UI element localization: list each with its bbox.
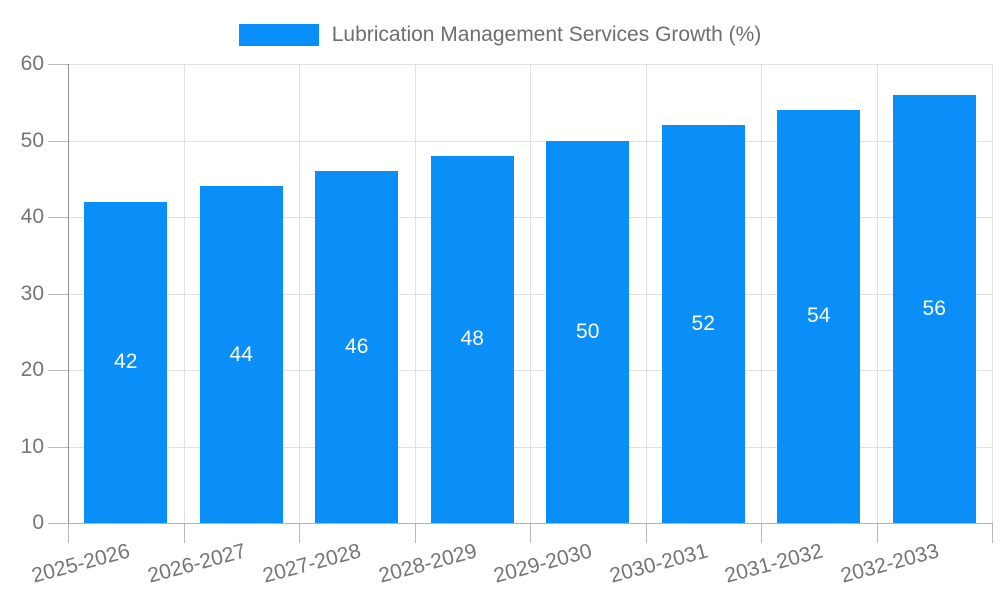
bar[interactable]: 56 bbox=[892, 94, 976, 523]
y-axis-tick-label: 40 bbox=[20, 205, 44, 228]
bar[interactable]: 46 bbox=[315, 171, 399, 523]
bar-value-label: 48 bbox=[460, 327, 484, 351]
x-axis-tick bbox=[183, 524, 185, 543]
bar-value-label: 44 bbox=[229, 342, 253, 366]
bar[interactable]: 42 bbox=[84, 201, 168, 523]
y-axis-tick bbox=[48, 293, 68, 295]
bar[interactable]: 48 bbox=[430, 155, 514, 523]
bar-value-label: 46 bbox=[345, 335, 369, 359]
y-axis-tick bbox=[48, 217, 68, 218]
vertical-gridline bbox=[299, 64, 300, 523]
y-axis-tick bbox=[48, 140, 68, 142]
x-axis-line bbox=[68, 523, 993, 524]
y-axis-tick-label: 20 bbox=[20, 358, 44, 381]
x-axis-tick bbox=[992, 524, 993, 543]
y-axis-tick-label: 0 bbox=[32, 511, 44, 534]
x-axis-tick bbox=[876, 524, 878, 543]
vertical-gridline bbox=[530, 64, 531, 523]
y-axis-tick-label: 10 bbox=[20, 434, 44, 458]
y-axis-tick bbox=[48, 370, 68, 371]
y-axis-tick-label: 50 bbox=[20, 128, 44, 152]
x-axis-category-label: 2031-2032 bbox=[722, 539, 826, 588]
x-axis-tick bbox=[761, 524, 762, 543]
bar[interactable]: 54 bbox=[777, 109, 861, 523]
bar[interactable]: 52 bbox=[661, 125, 745, 523]
vertical-gridline bbox=[876, 64, 878, 523]
y-axis-tick-label: 30 bbox=[20, 281, 44, 305]
x-axis-category-label: 2030-2031 bbox=[607, 539, 711, 588]
bar-value-label: 54 bbox=[807, 304, 831, 328]
x-axis-category-label: 2028-2029 bbox=[376, 539, 480, 588]
bar-value-label: 52 bbox=[691, 312, 715, 336]
legend-series-label: Lubrication Management Services Growth (… bbox=[331, 23, 762, 46]
vertical-gridline bbox=[761, 64, 762, 523]
x-axis-category-label: 2027-2028 bbox=[260, 539, 364, 588]
bar[interactable]: 44 bbox=[199, 186, 283, 523]
x-axis-tick bbox=[414, 524, 416, 543]
y-axis-line bbox=[68, 64, 69, 523]
bar[interactable]: 50 bbox=[546, 140, 630, 523]
bar-value-label: 42 bbox=[114, 350, 138, 374]
legend-color-swatch bbox=[238, 24, 319, 46]
x-axis-category-label: 2026-2027 bbox=[145, 539, 249, 588]
x-axis-category-label: 2032-2033 bbox=[838, 539, 942, 588]
x-axis-tick bbox=[530, 524, 531, 543]
bar-value-label: 50 bbox=[576, 319, 600, 343]
x-axis-category-label: 2029-2030 bbox=[491, 539, 595, 588]
x-axis-tick bbox=[299, 524, 300, 543]
x-axis-tick bbox=[645, 524, 647, 543]
x-axis-tick bbox=[68, 524, 69, 543]
y-axis-tick bbox=[48, 64, 68, 65]
y-axis-tick bbox=[48, 446, 68, 448]
vertical-gridline bbox=[414, 64, 416, 523]
x-axis-category-label: 2025-2026 bbox=[29, 539, 133, 588]
vertical-gridline bbox=[992, 64, 993, 523]
y-axis-tick bbox=[48, 523, 68, 524]
bar-value-label: 56 bbox=[922, 296, 946, 320]
vertical-gridline bbox=[183, 64, 185, 523]
y-axis-tick-label: 60 bbox=[20, 52, 44, 75]
vertical-gridline bbox=[645, 64, 647, 523]
chart-legend[interactable]: Lubrication Management Services Growth (… bbox=[0, 23, 1000, 47]
